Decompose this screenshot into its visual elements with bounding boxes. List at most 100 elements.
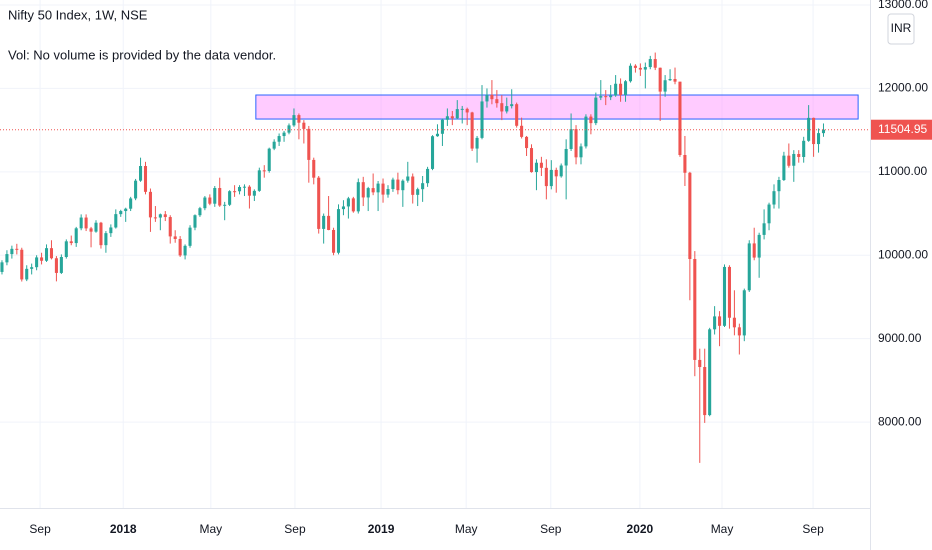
candle-body bbox=[143, 165, 148, 192]
candle-body bbox=[252, 190, 256, 196]
candle-body bbox=[124, 208, 128, 212]
x-tick-label: 2020 bbox=[627, 522, 654, 536]
candle-body bbox=[614, 83, 618, 96]
candle-body bbox=[35, 257, 39, 268]
candle-body bbox=[213, 188, 217, 204]
candle-body bbox=[812, 117, 816, 145]
candle-body bbox=[460, 108, 464, 110]
candle-body bbox=[539, 162, 543, 168]
candle-body bbox=[628, 65, 633, 82]
candle-body bbox=[218, 188, 222, 206]
candle-body bbox=[500, 103, 504, 112]
candle-body bbox=[718, 316, 722, 326]
currency-label[interactable]: INR bbox=[891, 21, 912, 35]
x-tick-label: 2019 bbox=[368, 522, 395, 536]
candle-body bbox=[406, 176, 410, 181]
candle-body bbox=[99, 222, 103, 246]
candle-body bbox=[109, 227, 113, 234]
candle-body bbox=[381, 183, 385, 195]
chart-title: Nifty 50 Index, 1W, NSE bbox=[8, 7, 148, 22]
candle-body bbox=[282, 132, 286, 137]
y-tick-label: 11000.00 bbox=[878, 164, 927, 178]
candle-body bbox=[515, 104, 519, 126]
candle-body bbox=[277, 136, 281, 142]
candle-body bbox=[386, 189, 390, 195]
candle-body bbox=[554, 169, 558, 177]
x-tick-label: May bbox=[455, 522, 478, 536]
candle-body bbox=[332, 229, 336, 253]
candle-body bbox=[668, 78, 672, 81]
candle-body bbox=[450, 116, 454, 119]
candle-body bbox=[604, 96, 608, 98]
y-tick-label: 12000.00 bbox=[878, 81, 928, 95]
candle-body bbox=[272, 141, 276, 149]
candle-body bbox=[10, 248, 14, 255]
candle-body bbox=[391, 179, 395, 190]
candle-body bbox=[163, 214, 167, 218]
candle-body bbox=[470, 112, 474, 149]
candle-body bbox=[485, 94, 489, 102]
candle-body bbox=[787, 155, 791, 166]
candle-body bbox=[134, 180, 138, 199]
candle-body bbox=[623, 81, 628, 96]
candle-body bbox=[802, 140, 806, 157]
candle-body bbox=[129, 198, 133, 209]
candle-body bbox=[673, 78, 677, 82]
candle-body bbox=[153, 217, 157, 219]
candle-body bbox=[797, 153, 801, 157]
candle-body bbox=[435, 133, 440, 137]
candle-body bbox=[762, 223, 766, 235]
candle-body bbox=[59, 257, 63, 273]
candle-body bbox=[752, 243, 756, 258]
candle-body bbox=[455, 109, 459, 119]
candle-body bbox=[193, 215, 197, 228]
x-tick-label: Sep bbox=[29, 522, 51, 536]
candle-body bbox=[322, 215, 326, 229]
candle-body bbox=[0, 262, 4, 272]
candle-body bbox=[341, 206, 345, 210]
currency-box[interactable] bbox=[887, 13, 915, 45]
candle-body bbox=[416, 189, 420, 195]
candle-body bbox=[247, 186, 251, 196]
candle-body bbox=[792, 153, 796, 166]
candle-body bbox=[361, 182, 365, 198]
candle-body bbox=[584, 116, 588, 147]
candle-body bbox=[183, 245, 187, 256]
candle-body bbox=[188, 227, 192, 246]
candle-body bbox=[737, 327, 741, 336]
candle-body bbox=[529, 148, 534, 173]
candle-body bbox=[638, 67, 642, 70]
candle-body bbox=[346, 198, 350, 207]
candle-body bbox=[559, 165, 563, 177]
candle-body bbox=[302, 122, 306, 129]
y-tick-label: 10000.00 bbox=[878, 247, 928, 261]
candle-body bbox=[54, 258, 58, 273]
candle-body bbox=[336, 209, 341, 253]
candle-body bbox=[579, 146, 583, 158]
candle-body bbox=[64, 241, 68, 258]
candle-body bbox=[94, 222, 98, 232]
candle-body bbox=[742, 290, 746, 336]
candle-body bbox=[287, 125, 291, 133]
y-tick-label: 8000.00 bbox=[878, 414, 922, 428]
candle-body bbox=[15, 248, 19, 250]
candle-body bbox=[772, 191, 776, 205]
y-tick-label: 9000.00 bbox=[878, 331, 922, 345]
candle-body bbox=[401, 180, 405, 191]
candle-body bbox=[267, 148, 271, 172]
candle-body bbox=[609, 95, 613, 98]
candle-body bbox=[777, 180, 781, 192]
candle-body bbox=[495, 99, 499, 104]
chart-subtitle: Vol: No volume is provided by the data v… bbox=[8, 47, 276, 62]
candle-body bbox=[119, 211, 123, 215]
candle-body bbox=[708, 329, 712, 416]
candle-body bbox=[237, 187, 242, 192]
candle-body bbox=[490, 94, 494, 100]
candle-body bbox=[544, 167, 548, 187]
candle-body bbox=[297, 115, 301, 123]
candle-body bbox=[89, 228, 93, 232]
x-tick-label: Sep bbox=[802, 522, 824, 536]
candle-body bbox=[173, 236, 177, 239]
candle-body bbox=[292, 115, 296, 126]
candle-body bbox=[505, 106, 509, 112]
